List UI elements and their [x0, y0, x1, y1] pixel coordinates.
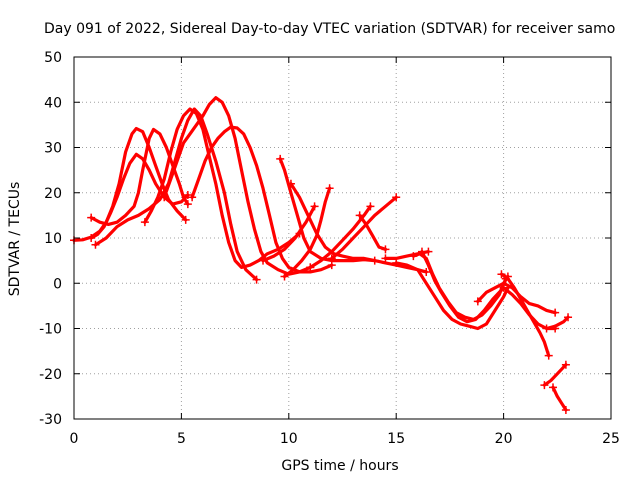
y-tick-label: -10 — [39, 322, 62, 338]
x-tick-label: 5 — [177, 431, 186, 447]
plus-marker — [355, 211, 364, 220]
y-tick-label: 20 — [44, 186, 62, 202]
y-tick-label: -30 — [39, 412, 62, 428]
plus-marker — [306, 263, 315, 272]
plus-marker — [188, 193, 197, 202]
y-tick-label: 40 — [44, 95, 62, 111]
series-arc-7 — [190, 125, 334, 274]
series-arc-16 — [394, 261, 510, 331]
plus-marker — [252, 275, 261, 284]
plus-marker — [392, 258, 401, 267]
plus-marker — [551, 308, 560, 317]
series-arc-18 — [420, 250, 508, 324]
series-arc-12 — [308, 204, 372, 269]
plus-marker — [422, 267, 431, 276]
series-arc-23 — [542, 363, 568, 387]
plus-marker — [417, 247, 426, 256]
series-arc-8 — [278, 157, 428, 274]
plus-marker — [561, 405, 570, 414]
plus-marker — [183, 200, 192, 209]
x-axis-label: GPS time / hours — [281, 458, 398, 474]
y-tick-label: 50 — [44, 50, 62, 66]
plus-marker — [540, 381, 549, 390]
series-arc-4 — [93, 107, 259, 282]
series-arc-22 — [545, 315, 570, 331]
plus-marker — [87, 213, 96, 222]
plus-marker — [181, 215, 190, 224]
plus-marker — [259, 256, 268, 265]
plus-marker — [276, 154, 285, 163]
plus-marker — [140, 218, 149, 227]
plus-marker — [366, 202, 375, 211]
plus-marker — [91, 240, 100, 249]
plus-marker — [325, 184, 334, 193]
plus-marker — [544, 351, 553, 360]
plus-marker — [409, 252, 418, 261]
plus-marker — [327, 254, 336, 263]
plus-marker — [542, 324, 551, 333]
x-tick-label: 15 — [387, 431, 405, 447]
y-axis-label: SDTVAR / TECUs — [7, 182, 23, 297]
y-tick-label: -20 — [39, 367, 62, 383]
series-arc-6 — [162, 96, 312, 276]
plus-marker — [499, 283, 508, 292]
series-layer — [70, 96, 573, 414]
plus-marker — [160, 193, 169, 202]
series-arc-3 — [89, 127, 190, 226]
plus-marker — [280, 272, 289, 281]
plus-marker — [87, 234, 96, 242]
y-tick-label: 30 — [44, 141, 62, 157]
series-arc-10 — [282, 186, 332, 279]
plus-marker — [381, 245, 390, 254]
plus-marker — [549, 383, 558, 392]
plus-marker — [381, 254, 390, 263]
plus-marker — [473, 297, 482, 306]
y-tick-label: 10 — [44, 231, 62, 247]
y-tick-label: 0 — [53, 276, 62, 292]
plus-marker — [327, 261, 336, 270]
plus-marker — [561, 360, 570, 369]
x-tick-label: 25 — [602, 431, 620, 447]
x-tick-label: 20 — [495, 431, 513, 447]
plus-marker — [183, 191, 192, 200]
series-arc-14 — [358, 213, 388, 251]
axis-ticks: 0 5 10 15 20 25 -30 -20 -10 0 10 20 30 40 50 — [39, 50, 620, 447]
plus-marker — [497, 270, 506, 279]
plus-marker — [370, 256, 379, 265]
plus-marker — [286, 179, 295, 188]
series-arc-24 — [551, 385, 568, 412]
plus-marker — [310, 202, 319, 211]
series-arc-11 — [261, 204, 317, 263]
series-arc-9 — [289, 182, 377, 263]
x-tick-label: 0 — [70, 431, 79, 447]
series-arc-13 — [330, 195, 398, 260]
x-tick-label: 10 — [280, 431, 298, 447]
series-arc-2 — [89, 152, 190, 240]
plus-marker — [392, 193, 401, 202]
chart-title: Day 091 of 2022, Sidereal Day-to-day VTE… — [44, 21, 615, 37]
plus-marker — [564, 313, 573, 322]
series-arc-21 — [502, 286, 557, 331]
